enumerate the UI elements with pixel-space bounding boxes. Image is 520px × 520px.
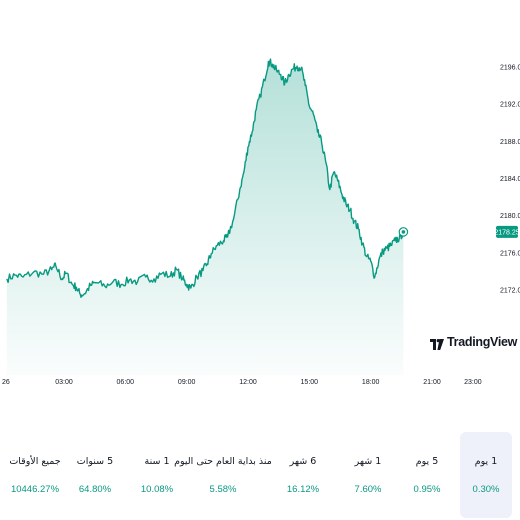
x-tick-label: 26 [2,379,10,386]
current-price-badge [496,225,518,238]
tradingview-brand-text: TradingView [447,335,518,349]
x-tick-label: 12:00 [239,379,257,386]
y-tick-label: 2192.00 [500,102,520,109]
period-tab[interactable]: 5 سنوات 64.80% [69,432,121,518]
price-area-fill [6,59,404,375]
x-tick-label: 15:00 [301,379,319,386]
x-tick-label: 09:00 [178,379,196,386]
x-tick-label: 03:00 [55,379,73,386]
price-chart[interactable]: 2196.00 2192.00 2188.00 2184.00 2180.00 2176.… [0,0,520,400]
y-tick-label: 2188.00 [500,139,520,146]
period-change-value: 7.60% [354,484,382,495]
period-change-value: 0.95% [413,484,441,495]
y-tick-label: 2184.00 [500,176,520,183]
period-tab[interactable]: 5 يوم 0.95% [401,432,453,518]
x-tick-label: 21:00 [423,379,441,386]
current-price-label: 2178.25 [494,229,519,236]
price-line [6,58,405,298]
period-label: 5 يوم [415,456,439,467]
period-label: 6 شهر [289,456,317,467]
period-change-value: 16.12% [286,484,320,495]
period-label: 1 شهر [354,456,382,467]
period-change-value: 64.80% [78,484,112,495]
period-label: منذ بداية العام حتى اليوم [174,456,272,467]
period-change-value: 5.58% [209,484,237,495]
period-tab[interactable]: 1 سنة 10.08% [131,432,183,518]
y-tick-label: 2172.00 [500,288,520,295]
y-tick-label: 2176.00 [500,250,520,257]
period-tab[interactable]: 6 شهر 16.12% [277,432,329,518]
period-tab[interactable]: 1 يوم 0.30% [460,432,512,518]
x-tick-label: 06:00 [117,379,135,386]
performance-periods: 1 يوم 0.30% 5 يوم 0.95% 1 شهر 7.60% 6 شهر 16.12… [0,432,520,520]
period-label: 1 سنة [144,456,170,467]
period-change-value: 0.30% [472,484,500,495]
period-change-value: 10446.27% [10,484,60,495]
chart-svg[interactable]: 2196.00 2192.00 2188.00 2184.00 2180.00 2176.… [0,0,520,400]
period-label: 5 سنوات [76,456,114,467]
y-tick-label: 2196.00 [500,65,520,72]
period-label: جميع الأوقات [9,456,61,467]
period-tab[interactable]: جميع الأوقات 10446.27% [3,432,67,518]
x-tick-label: 23:00 [464,379,482,386]
y-tick-label: 2180.00 [500,213,520,220]
x-tick-label: 18:00 [362,379,380,386]
current-price-dot [401,230,406,234]
tradingview-mark-icon [430,336,444,350]
period-change-value: 10.08% [140,484,174,495]
period-label: 1 يوم [474,456,498,467]
period-tab[interactable]: منذ بداية العام حتى اليوم 5.58% [168,432,278,518]
tradingview-logo[interactable]: TradingView [430,333,517,351]
period-tab[interactable]: 1 شهر 7.60% [342,432,394,518]
